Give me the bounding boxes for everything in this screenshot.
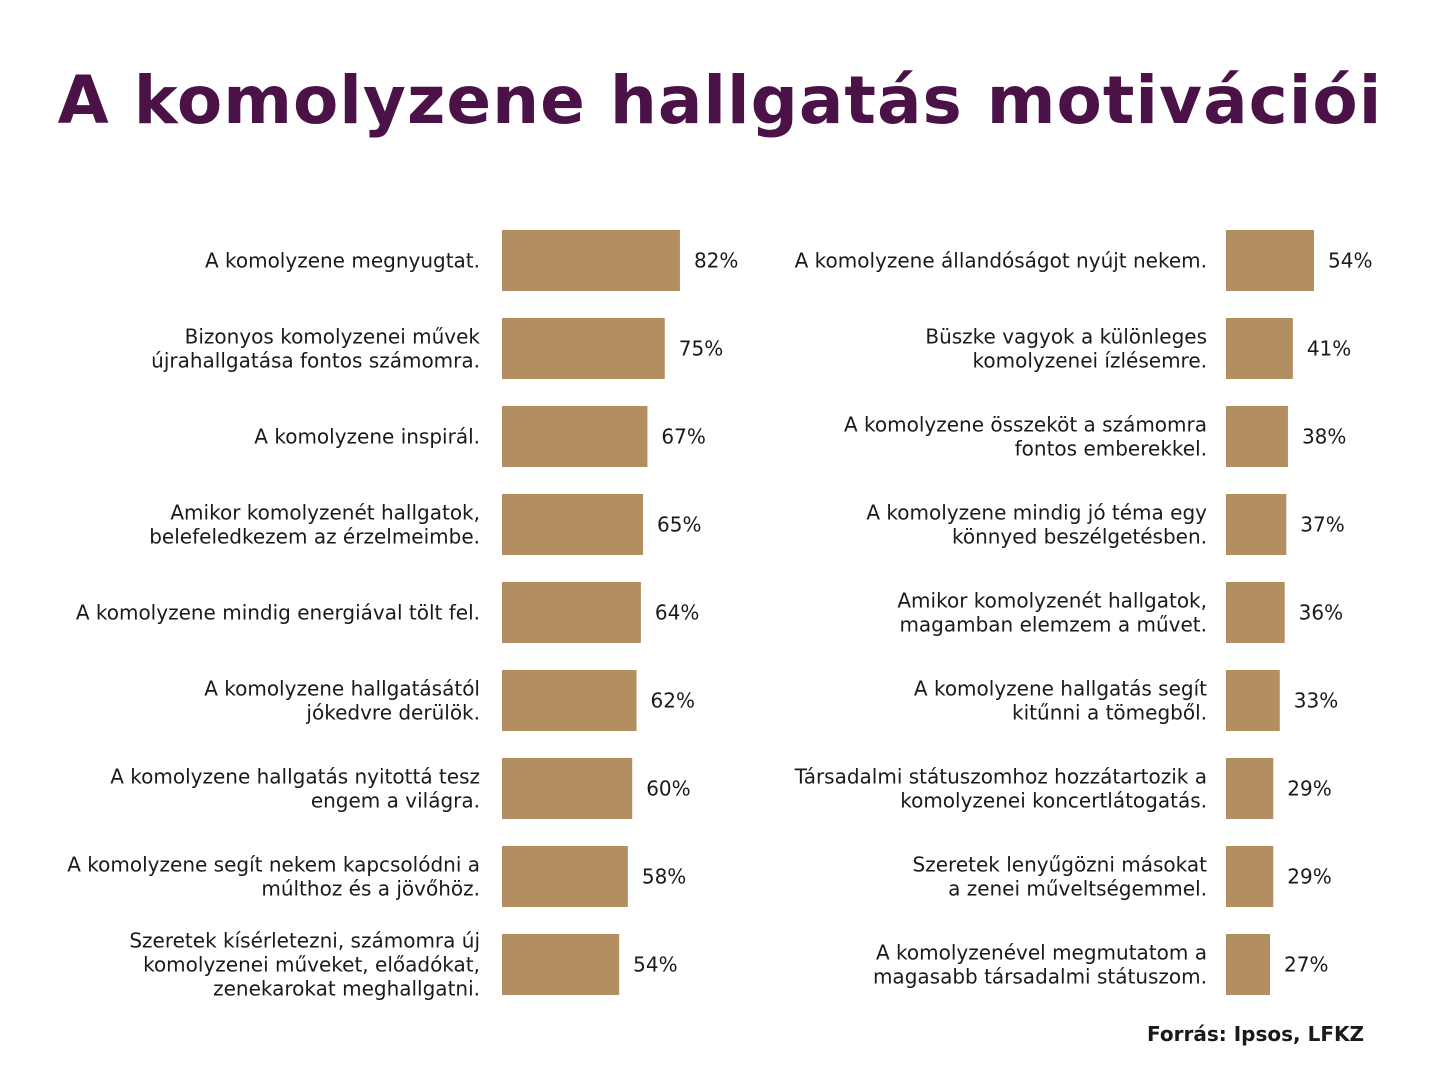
category-label-line: komolyzenei koncertlátogatás. xyxy=(900,789,1207,813)
category-label-line: A komolyzene állandóságot nyújt nekem. xyxy=(795,249,1207,273)
category-label-line: A komolyzene hallgatás segít xyxy=(914,677,1207,701)
category-label-line: A komolyzene összeköt a számomra xyxy=(844,413,1207,437)
category-label-line: A komolyzenével megmutatom a xyxy=(876,941,1207,965)
category-label: A komolyzene inspirál. xyxy=(254,425,480,449)
bar xyxy=(1226,846,1274,907)
category-label: Szeretek lenyűgözni másokat a zenei művel… xyxy=(913,853,1208,901)
category-label: A komolyzene hallgatásától jókedvre derül… xyxy=(204,677,480,725)
value-label: 29% xyxy=(1287,865,1331,889)
category-label: Szeretek kísérletezni, számomra új komoly… xyxy=(129,929,480,1001)
category-label-line: A komolyzene hallgatás nyitottá tesz xyxy=(110,765,480,789)
bar xyxy=(502,318,665,379)
bar xyxy=(1226,494,1287,555)
value-label: 64% xyxy=(655,601,699,625)
category-label: Amikor komolyzenét hallgatok, belefeledke… xyxy=(149,501,480,549)
category-label-line: A komolyzene segít nekem kapcsolódni a xyxy=(67,853,480,877)
bar xyxy=(1226,758,1274,819)
value-label: 29% xyxy=(1287,777,1331,801)
category-label: A komolyzene segít nekem kapcsolódni a mú… xyxy=(67,853,480,901)
category-label-line: jókedvre derülök. xyxy=(305,701,480,725)
category-label-line: Amikor komolyzenét hallgatok, xyxy=(897,589,1207,613)
bar xyxy=(502,406,648,467)
chart-panel-2: 54% A komolyzene állandóságot nyújt nekem… xyxy=(794,230,1372,995)
category-label-line: belefeledkezem az érzelmeimbe. xyxy=(149,525,480,549)
bar xyxy=(502,494,644,555)
category-label-line: zenekarokat meghallgatni. xyxy=(213,977,480,1001)
category-label-line: Büszke vagyok a különleges xyxy=(925,325,1207,349)
category-label-line: A komolyzene mindig energiával tölt fel. xyxy=(76,601,480,625)
category-label-line: könnyed beszélgetésben. xyxy=(952,525,1207,549)
bar xyxy=(502,934,620,995)
chart-title: A komolyzene hallgatás motivációi xyxy=(57,62,1383,139)
category-label-line: Társadalmi státuszomhoz hozzátartozik a xyxy=(794,765,1207,789)
value-label: 37% xyxy=(1300,513,1344,537)
category-label: Bizonyos komolyzenei művek újrahallgatása… xyxy=(151,325,480,373)
value-label: 75% xyxy=(679,337,723,361)
category-label-line: engem a világra. xyxy=(311,789,480,813)
bar xyxy=(502,758,633,819)
value-label: 54% xyxy=(1328,249,1372,273)
value-label: 27% xyxy=(1284,953,1328,977)
category-label-line: Szeretek lenyűgözni másokat xyxy=(913,853,1208,877)
category-label-line: komolyzenei műveket, előadókat, xyxy=(143,953,480,977)
value-label: 58% xyxy=(642,865,686,889)
category-label-line: újrahallgatása fontos számomra. xyxy=(151,349,480,373)
value-label: 54% xyxy=(633,953,677,977)
category-label-line: A komolyzene megnyugtat. xyxy=(205,249,480,273)
bar xyxy=(1226,230,1315,291)
category-label-line: fontos emberekkel. xyxy=(1015,437,1207,461)
category-label-line: múlthoz és a jövőhöz. xyxy=(261,877,480,901)
bar xyxy=(502,846,628,907)
category-label: Amikor komolyzenét hallgatok, magamban el… xyxy=(897,589,1207,637)
category-label-line: Bizonyos komolyzenei művek xyxy=(185,325,481,349)
value-label: 33% xyxy=(1294,689,1338,713)
category-label: A komolyzene hallgatás segít kitűnni a tö… xyxy=(914,677,1207,725)
category-label-line: A komolyzene mindig jó téma egy xyxy=(866,501,1207,525)
category-label-line: Amikor komolyzenét hallgatok, xyxy=(170,501,480,525)
value-label: 38% xyxy=(1302,425,1346,449)
value-label: 36% xyxy=(1299,601,1343,625)
category-label: A komolyzene hallgatás nyitottá tesz enge… xyxy=(110,765,480,813)
value-label: 82% xyxy=(694,249,738,273)
category-label-line: A komolyzene inspirál. xyxy=(254,425,480,449)
category-label: A komolyzenével megmutatom a magasabb tár… xyxy=(873,941,1207,989)
category-label-line: a zenei műveltségemmel. xyxy=(948,877,1207,901)
bar xyxy=(1226,406,1288,467)
source-note: Forrás: Ipsos, LFKZ xyxy=(1147,1022,1364,1046)
value-label: 60% xyxy=(646,777,690,801)
value-label: 41% xyxy=(1307,337,1351,361)
bar xyxy=(502,230,680,291)
category-label: A komolyzene mindig energiával tölt fel. xyxy=(76,601,480,625)
bar xyxy=(1226,670,1280,731)
bar xyxy=(502,582,641,643)
bar xyxy=(1226,582,1285,643)
value-label: 67% xyxy=(661,425,705,449)
value-label: 65% xyxy=(657,513,701,537)
category-label: Büszke vagyok a különleges komolyzenei íz… xyxy=(925,325,1207,373)
category-label: A komolyzene összeköt a számomra fontos e… xyxy=(844,413,1207,461)
bar xyxy=(1226,934,1271,995)
category-label-line: Szeretek kísérletezni, számomra új xyxy=(129,929,480,953)
category-label-line: komolyzenei ízlésemre. xyxy=(973,349,1207,373)
category-label-line: magamban elemzem a művet. xyxy=(899,613,1207,637)
category-label-line: magasabb társadalmi státuszom. xyxy=(873,965,1207,989)
category-label: A komolyzene megnyugtat. xyxy=(205,249,480,273)
category-label-line: kitűnni a tömegből. xyxy=(1012,701,1207,725)
value-label: 62% xyxy=(651,689,695,713)
bar xyxy=(1226,318,1293,379)
category-label: A komolyzene állandóságot nyújt nekem. xyxy=(795,249,1207,273)
chart-panel-1: 82% A komolyzene megnyugtat. 75% Bizonyos k… xyxy=(67,230,738,1001)
category-label: A komolyzene mindig jó téma egy könnyed b… xyxy=(866,501,1207,549)
bar xyxy=(502,670,637,731)
category-label-line: A komolyzene hallgatásától xyxy=(204,677,480,701)
